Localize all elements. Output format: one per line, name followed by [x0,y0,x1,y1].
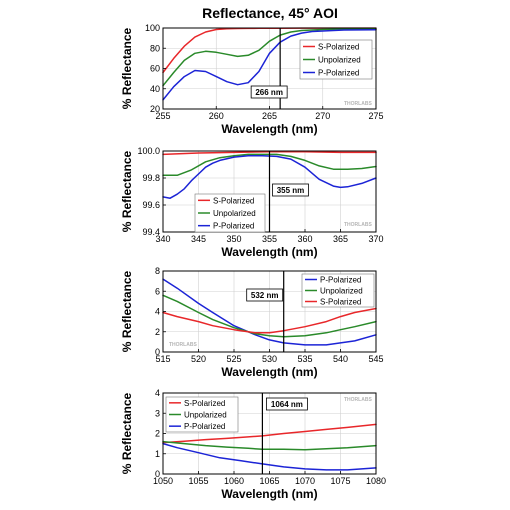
x-tick-label: 340 [155,234,170,244]
legend: S-Polarized Unpolarized P-Polarized [165,396,239,433]
y-tick-label: 80 [150,43,160,53]
y-tick-label: 8 [155,266,160,276]
x-tick-label: 255 [155,111,170,121]
y-tick-label: 99.6 [142,200,160,210]
legend-entry-s: S-Polarized [318,43,359,52]
x-tick-label: 1075 [330,476,350,486]
y-axis-label: % Reflectance [120,392,134,474]
x-tick-label: 360 [297,234,312,244]
y-tick-label: 0 [155,347,160,357]
x-tick-label: 1060 [224,476,244,486]
x-axis-label: Wavelength (nm) [221,122,317,136]
marker-label: 355 nm [277,186,305,195]
x-tick-label: 540 [333,354,348,364]
legend-entry-u: Unpolarized [184,411,227,420]
axis-ticks: 1050 1055 1060 1065 1070 1075 1080 0 1 2 3 4 [153,388,386,486]
marker-label-box [250,85,288,99]
y-tick-label: 4 [155,307,160,317]
y-axis-label: % Reflectance [120,150,134,232]
x-tick-label: 545 [368,354,383,364]
y-tick-label: 6 [155,286,160,296]
y-tick-label: 60 [150,64,160,74]
marker-label: 1064 nm [271,400,303,409]
series-lines [162,278,377,346]
x-axis-label: Wavelength (nm) [221,245,317,259]
chart-panel-3: THORLABS 532 nm 515 520 525 530 535 540 545 0 2 4 6 8… [120,266,384,379]
thorlabs-watermark: THORLABS [344,222,372,228]
legend-entry-s: S-Polarized [184,399,225,408]
x-axis-label: Wavelength (nm) [221,487,317,501]
x-tick-label: 270 [315,111,330,121]
x-tick-label: 525 [226,354,241,364]
thorlabs-watermark: THORLABS [344,397,372,403]
x-tick-label: 1065 [259,476,279,486]
x-tick-label: 1055 [188,476,208,486]
legend: S-Polarized Unpolarized P-Polarized [194,193,266,233]
figure-title: Reflectance, 45° AOI [202,5,338,21]
marker-label: 266 nm [255,88,283,97]
y-tick-label: 20 [150,104,160,114]
legend-entry-u: Unpolarized [213,209,256,218]
axis-ticks: 515 520 525 530 535 540 545 0 2 4 6 8 [155,266,384,364]
x-tick-label: 1080 [366,476,386,486]
x-tick-label: 535 [297,354,312,364]
x-tick-label: 1070 [295,476,315,486]
y-tick-label: 40 [150,84,160,94]
marker-label: 532 nm [251,291,279,300]
y-tick-label: 4 [155,388,160,398]
x-tick-label: 355 [262,234,277,244]
legend-entry-p: P-Polarized [184,422,225,431]
series-line-u [162,294,377,338]
series-line-p [162,28,377,101]
y-tick-label: 100.0 [137,146,160,156]
x-tick-label: 275 [368,111,383,121]
y-tick-label: 2 [155,429,160,439]
y-tick-label: 99.4 [142,227,160,237]
y-tick-label: 100 [145,23,160,33]
x-axis-label: Wavelength (nm) [221,365,317,379]
x-tick-label: 260 [209,111,224,121]
x-tick-label: 1050 [153,476,173,486]
legend-entry-p: P-Polarized [213,222,254,231]
series-line-p [162,278,377,346]
series-line-p [162,442,377,471]
marker-label-box [272,183,309,197]
legend-entry-p: P-Polarized [320,276,361,285]
legend-entry-u: Unpolarized [320,287,363,296]
x-tick-label: 265 [262,111,277,121]
y-tick-label: 99.8 [142,173,160,183]
x-tick-label: 520 [191,354,206,364]
marker-label-box [265,397,308,411]
thorlabs-watermark: THORLABS [344,101,372,107]
y-tick-label: 2 [155,327,160,337]
x-tick-label: 365 [333,234,348,244]
y-axis-label: % Reflectance [120,27,134,109]
x-tick-label: 345 [191,234,206,244]
legend-entry-s: S-Polarized [213,196,254,205]
y-tick-label: 0 [155,469,160,479]
series-line-p [162,154,377,199]
y-tick-label: 1 [155,449,160,459]
chart-panel-1: THORLABS 266 nm 255 260 265 270 275 20 40 60 80 100… [120,23,384,136]
y-tick-label: 3 [155,408,160,418]
thorlabs-watermark: THORLABS [169,342,197,348]
axis-ticks: 255 260 265 270 275 20 40 60 80 100 [145,23,384,121]
x-tick-label: 515 [155,354,170,364]
axis-ticks: 340 345 350 355 360 365 370 99.4 99.6 99.8 100.0 [137,146,383,244]
marker-label-box [246,288,284,302]
x-tick-label: 530 [262,354,277,364]
legend: P-Polarized Unpolarized S-Polarized [301,273,375,308]
legend-entry-u: Unpolarized [318,56,361,65]
series-line-u [162,28,377,87]
y-axis-label: % Reflectance [120,270,134,352]
series-line-s [162,307,377,334]
x-tick-label: 370 [368,234,383,244]
chart-panel-2: THORLABS 355 nm 340 345 350 355 360 365 370 99.4 9… [120,146,384,259]
legend-entry-s: S-Polarized [320,298,361,307]
legend: S-Polarized Unpolarized P-Polarized [299,39,373,80]
x-tick-label: 350 [226,234,241,244]
legend-entry-p: P-Polarized [318,69,359,78]
